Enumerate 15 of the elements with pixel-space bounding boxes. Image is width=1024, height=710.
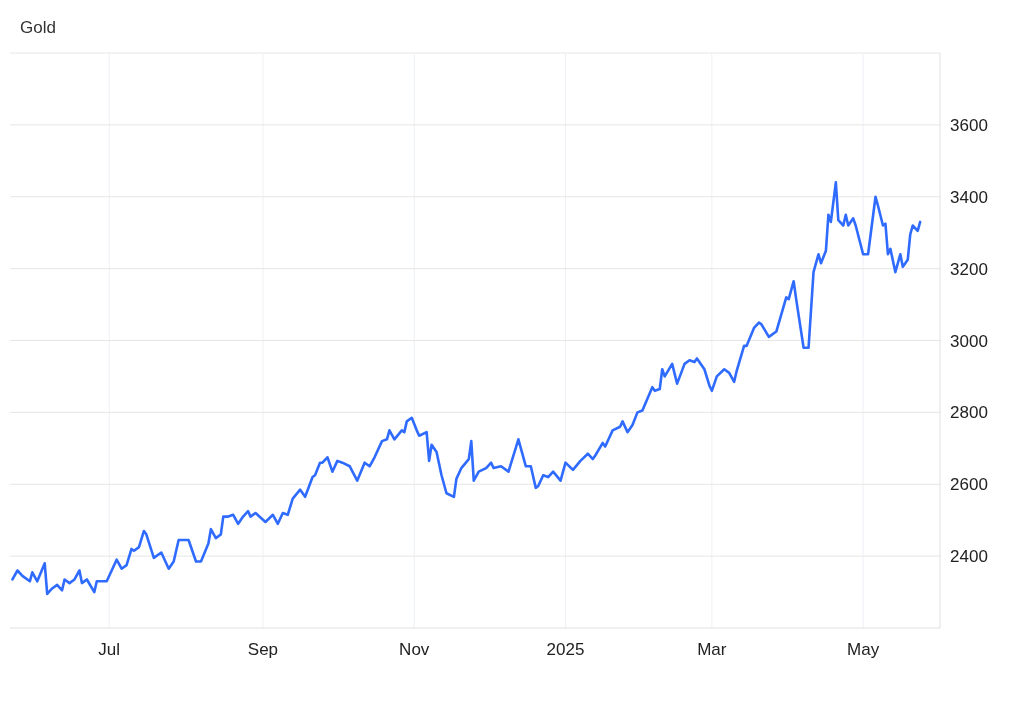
y-tick-label: 3400 [950,187,988,207]
x-tick-label: Mar [697,640,727,659]
y-tick-label: 3000 [950,331,988,351]
x-tick-label: Sep [247,640,279,659]
x-tick-label: May [847,640,880,659]
y-tick-label: 2800 [950,403,988,423]
chart-title: Gold [20,18,56,37]
x-tick-label: Jul [98,640,121,659]
y-tick-label: 3600 [950,115,988,135]
line-series [11,181,922,596]
y-tick-label: 2400 [950,547,988,567]
x-tick-label: 2025 [546,640,585,659]
y-tick-label: 3200 [950,259,988,279]
y-tick-label: 2600 [950,475,988,495]
x-tick-label: Nov [399,640,430,659]
